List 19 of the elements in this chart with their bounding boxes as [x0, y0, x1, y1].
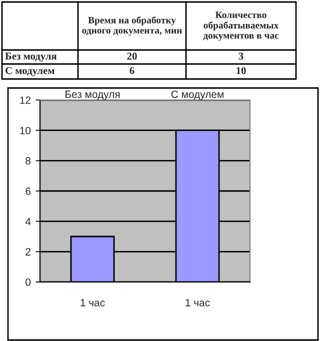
y-tick-label: 0	[26, 278, 31, 286]
text: Без модуля	[66, 90, 120, 100]
category-label: С модулем	[6, 67, 54, 76]
data-label: 10	[236, 67, 246, 74]
y-tick-label: 6	[26, 188, 31, 195]
text: Количество обрабатываемых документов в час	[203, 12, 279, 41]
y-tick-label: 12	[20, 96, 30, 104]
category-label: Без модуля	[5, 52, 57, 62]
data-label: 6	[130, 67, 134, 74]
y-tick-label: 10	[20, 126, 31, 134]
text: Время на обработку одного документа, мин	[82, 16, 182, 36]
data-label: 20	[127, 52, 137, 60]
text: С модулем	[171, 90, 224, 100]
y-tick-label: 2	[26, 248, 30, 256]
y-tick-label: 8	[26, 157, 31, 165]
y-tick-label: 4	[25, 218, 31, 226]
data-label: 3	[238, 52, 244, 60]
x-tick-label: 1 час	[80, 299, 105, 306]
x-tick-label: 1 час	[186, 299, 210, 306]
